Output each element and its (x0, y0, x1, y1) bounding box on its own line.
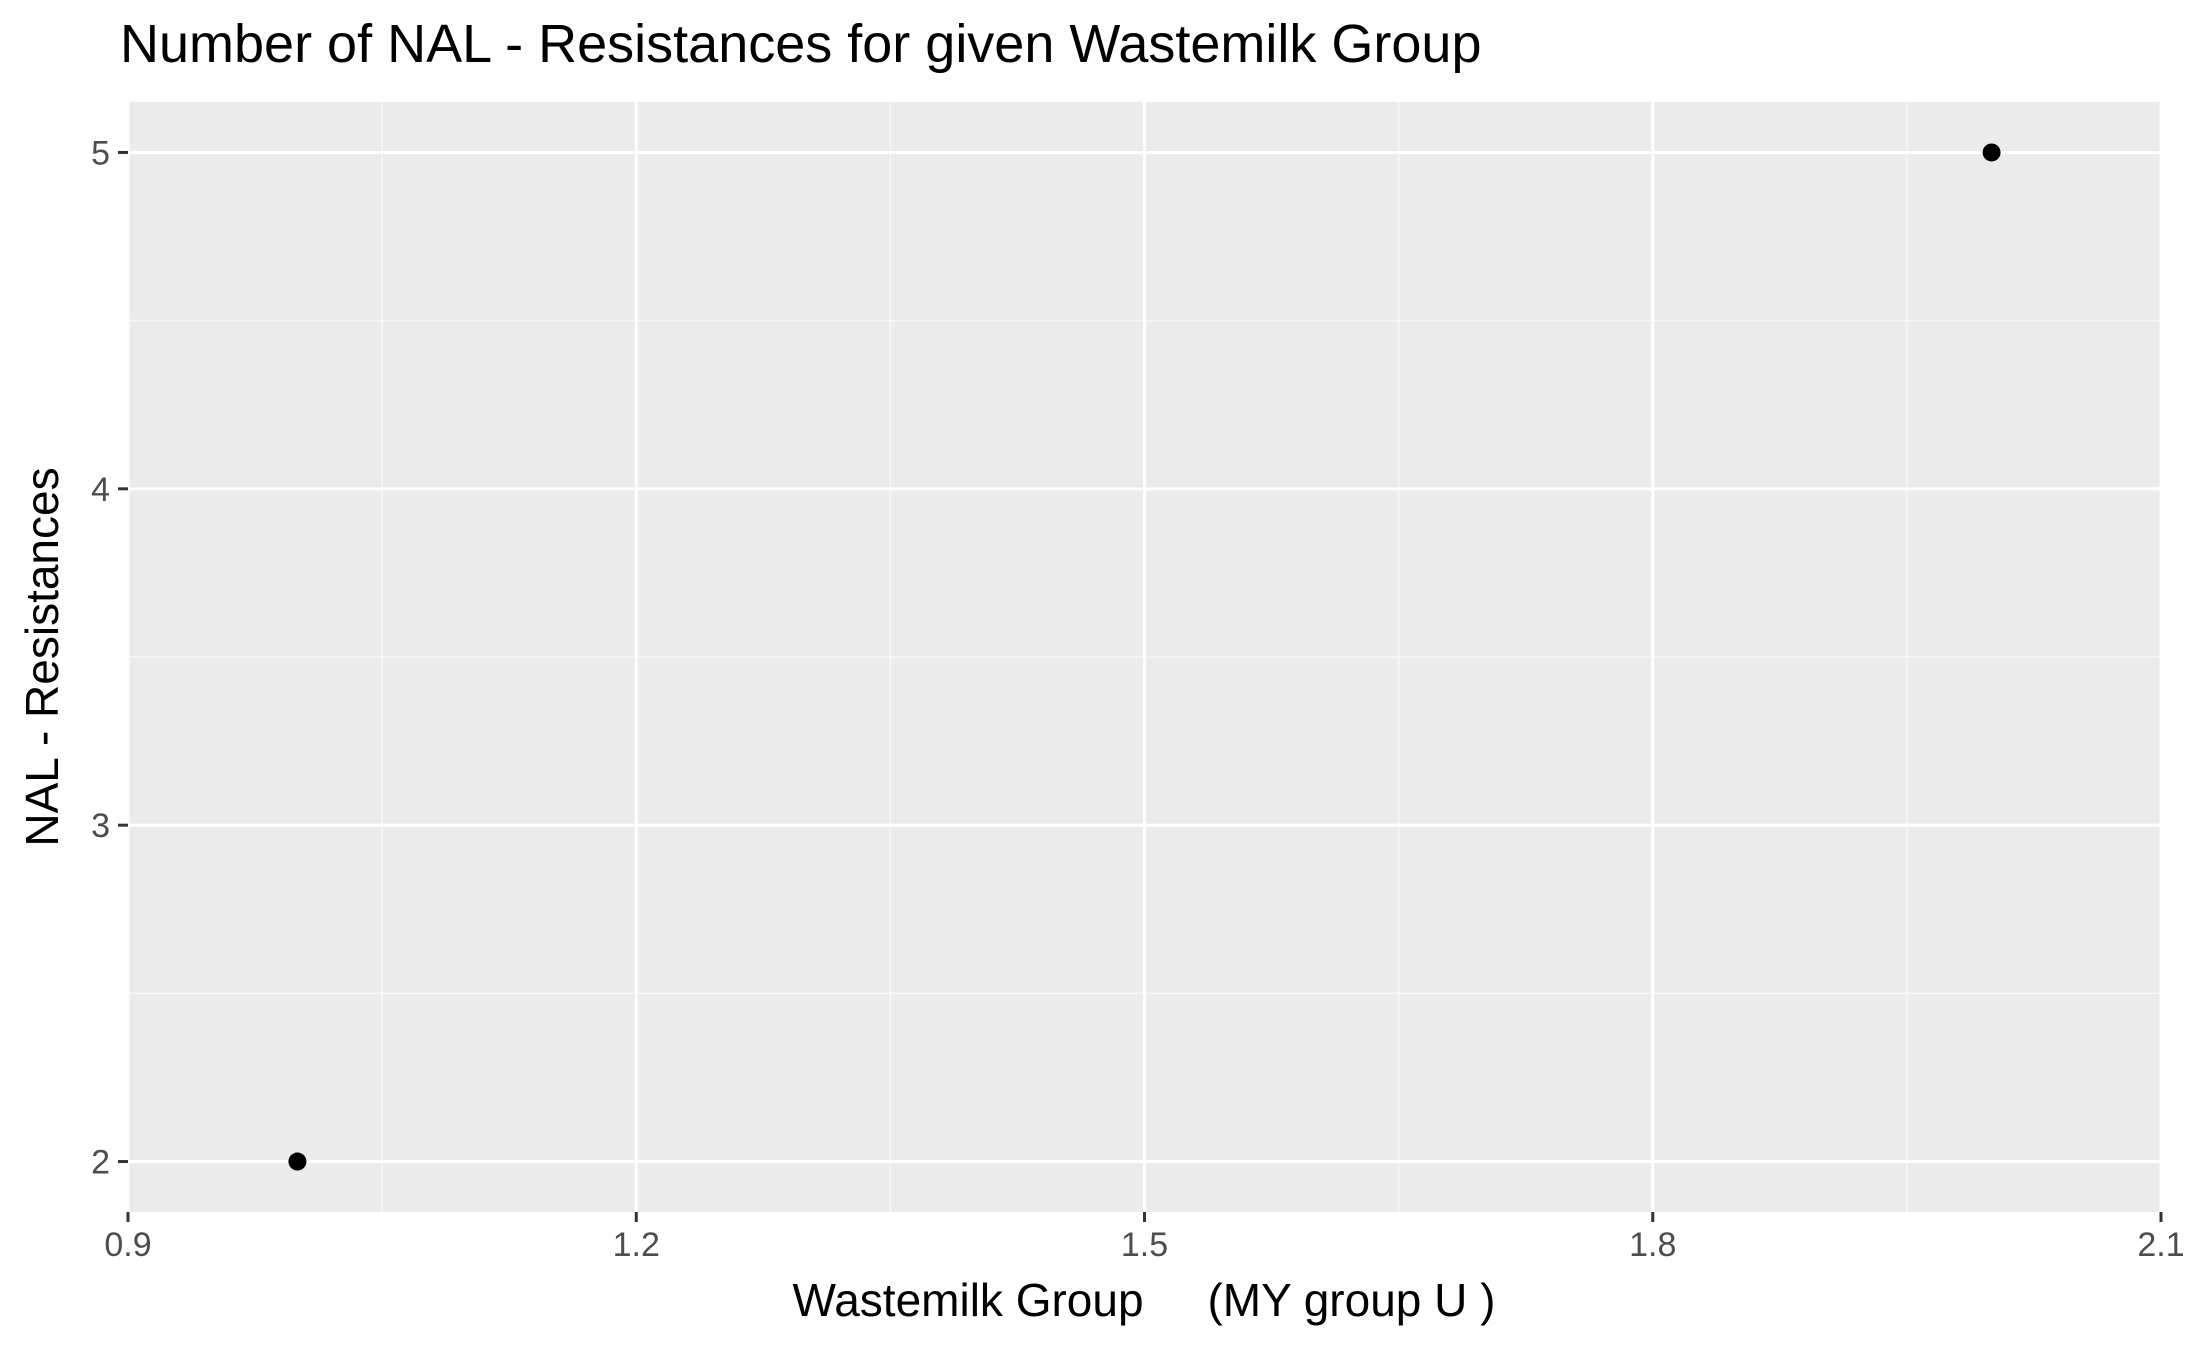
y-tick-label: 3 (91, 807, 110, 845)
x-tick-label: 2.1 (2137, 1226, 2184, 1264)
x-tick-label: 1.8 (1629, 1226, 1676, 1264)
y-tick-label: 4 (91, 471, 110, 509)
x-axis-tick-labels: 0.9 1.2 1.5 1.8 2.1 (104, 1226, 2184, 1264)
axis-ticks (118, 150, 2163, 1222)
x-tick-label: 1.5 (1121, 1226, 1168, 1264)
y-tick-label: 2 (91, 1144, 110, 1182)
y-tick-label: 5 (91, 134, 110, 172)
x-tick-label: 1.2 (613, 1226, 660, 1264)
data-point (1982, 143, 2001, 162)
major-gridlines (126, 102, 2163, 1212)
y-axis-title: NAL - Resistances (16, 467, 68, 846)
x-tick-label: 0.9 (104, 1226, 151, 1264)
data-point (288, 1152, 307, 1171)
y-axis-tick-labels: 2 3 4 5 (91, 134, 110, 1181)
x-axis-title: Wastemilk Group (MY group U ) (793, 1274, 1496, 1326)
chart-title: Number of NAL - Resistances for given Wa… (120, 14, 1481, 74)
data-points (288, 143, 2001, 1171)
